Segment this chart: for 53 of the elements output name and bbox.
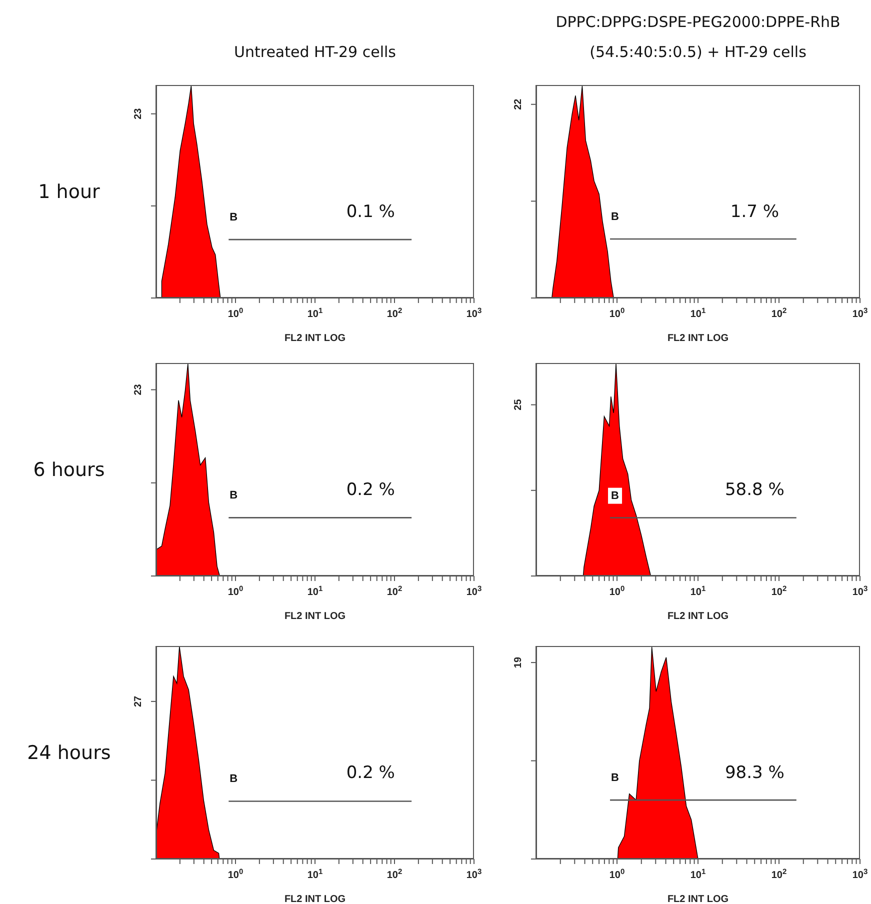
x-tick-label: 10$^{0}$ bbox=[228, 306, 244, 320]
annotation: B bbox=[230, 212, 238, 224]
x-tick-label: 10$^{1}$ bbox=[690, 306, 706, 320]
x-tick-label: 10$^{1}$ bbox=[307, 306, 323, 320]
annotation: B bbox=[611, 772, 620, 784]
chart-title: DPPC:DPPG:DSPE-PEG2000:DPPE-RhB (54.5:40:5:0.5) + HT-29 cells bbox=[554, 12, 842, 63]
annotation: B bbox=[611, 490, 620, 502]
x-tick-label: 10$^{1}$ bbox=[690, 584, 706, 598]
y-tick-label: 25 bbox=[513, 398, 524, 410]
annotation: 0.2 % bbox=[345, 762, 396, 785]
annotation: 0.2 % bbox=[345, 478, 396, 502]
x-axis-title: FL2 INT LOG bbox=[667, 333, 729, 344]
annotation: B bbox=[230, 490, 238, 502]
x-tick-label: 10$^{2}$ bbox=[771, 306, 787, 320]
x-tick-label: 10$^{0}$ bbox=[609, 306, 625, 320]
x-tick-label: 10$^{0}$ bbox=[609, 866, 625, 881]
x-axis-title: FL2 INT LOG bbox=[284, 611, 346, 622]
annotation: B bbox=[230, 773, 238, 786]
x-tick-label: 10$^{1}$ bbox=[307, 584, 323, 598]
x-tick-label: 10$^{3}$ bbox=[852, 306, 868, 320]
x-tick-label: 10$^{2}$ bbox=[771, 866, 787, 881]
annotation: 58.8 % bbox=[724, 478, 786, 502]
x-tick-label: 10$^{2}$ bbox=[771, 584, 787, 598]
x-tick-label: 10$^{2}$ bbox=[386, 866, 402, 881]
x-tick-label: 10$^{1}$ bbox=[690, 866, 706, 881]
x-tick-label: 10$^{0}$ bbox=[609, 584, 625, 598]
x-axis-title: FL2 INT LOG bbox=[284, 894, 346, 904]
x-tick-label: 10$^{3}$ bbox=[466, 306, 482, 320]
y-axis-title: 1 hour bbox=[37, 180, 101, 204]
y-tick-label: 23 bbox=[133, 108, 144, 120]
y-axis-title: 6 hours bbox=[32, 458, 106, 482]
x-tick-label: 10$^{2}$ bbox=[386, 584, 402, 598]
annotation: 0.1 % bbox=[345, 200, 396, 224]
x-tick-label: 10$^{3}$ bbox=[466, 584, 482, 598]
x-tick-label: 10$^{3}$ bbox=[466, 866, 482, 881]
x-axis-title: FL2 INT LOG bbox=[667, 894, 729, 904]
x-axis-title: FL2 INT LOG bbox=[284, 333, 346, 344]
y-tick-label: 23 bbox=[133, 384, 144, 396]
y-tick-label: 27 bbox=[133, 695, 144, 707]
y-tick-label: 22 bbox=[513, 98, 524, 110]
x-tick-label: 10$^{2}$ bbox=[386, 306, 402, 320]
x-tick-label: 10$^{0}$ bbox=[228, 584, 244, 598]
annotation: 1.7 % bbox=[729, 200, 780, 224]
y-axis-title: 24 hours bbox=[26, 740, 112, 766]
annotation: B bbox=[611, 211, 620, 224]
x-tick-label: 10$^{1}$ bbox=[307, 866, 323, 881]
x-tick-label: 10$^{3}$ bbox=[852, 866, 868, 881]
x-tick-label: 10$^{0}$ bbox=[228, 866, 244, 881]
x-axis-title: FL2 INT LOG bbox=[667, 611, 729, 622]
y-tick-label: 19 bbox=[513, 656, 524, 668]
chart-title: Untreated HT-29 cells bbox=[233, 42, 397, 63]
x-tick-label: 10$^{3}$ bbox=[852, 584, 868, 598]
annotation: 98.3 % bbox=[724, 762, 786, 785]
